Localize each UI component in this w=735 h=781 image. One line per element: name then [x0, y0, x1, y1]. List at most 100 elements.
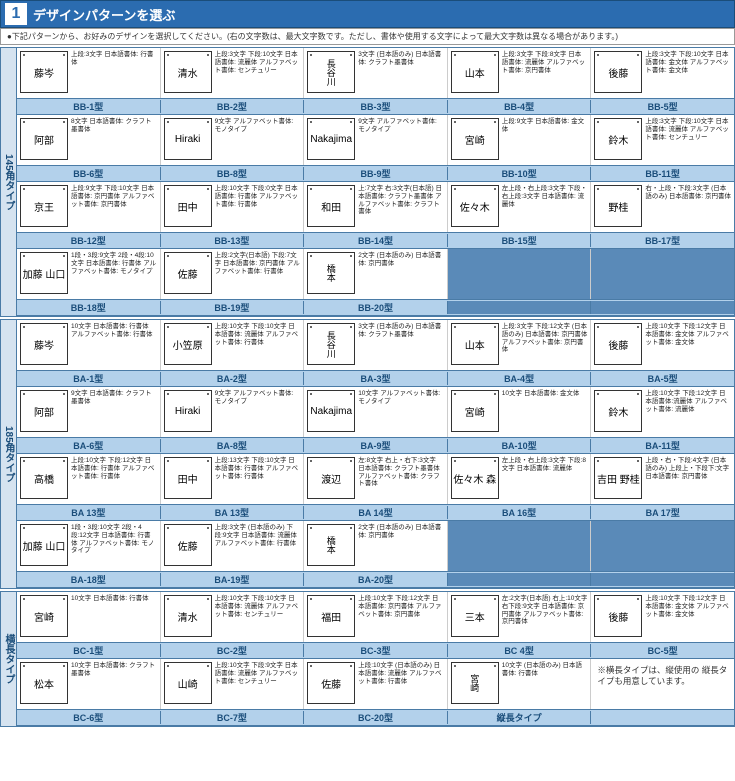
design-cell[interactable]: 佐藤上段:3文字 (日本語のみ) 下段:9文字 日本語書体: 流麗体 アルファベ…: [161, 521, 305, 571]
design-id-label: BA-9型: [304, 439, 448, 452]
design-id-label: BB-15型: [448, 234, 592, 247]
design-id-label: BB-1型: [17, 100, 161, 113]
note: ※横長タイプは、縦使用の 縦長タイプも用意しています。: [591, 659, 734, 693]
design-id-label: BC-5型: [591, 644, 734, 657]
design-cell[interactable]: 藤岑10文字 日本語書体: 行書体 アルファベット書体: 行書体: [17, 320, 161, 370]
design-cell[interactable]: 山崎上段:10文字 下段:9文字 日本語書体: 流麗体 アルファベット書体: セ…: [161, 659, 305, 709]
design-id-label: BC 4型: [448, 644, 592, 657]
design-cell[interactable]: [448, 249, 592, 299]
design-cell[interactable]: [591, 521, 734, 571]
design-cell[interactable]: 長谷川3文字 (日本語のみ) 日本語書体: クラフト墨書体: [304, 48, 448, 98]
design-spec: 上段:3文字 下段:12文字 (日本語のみ) 日本語書体: 京円書体 アルファベ…: [502, 323, 588, 367]
design-sample: 後藤: [594, 595, 642, 637]
design-id-label: BB-17型: [591, 234, 734, 247]
design-cell[interactable]: 鈴木上段:3文字 下段:10文字 日本語書体: 流麗体 アルファベット書体: セ…: [591, 115, 734, 165]
design-id-label: BC-1型: [17, 644, 161, 657]
design-cell[interactable]: 吉田 野桂上段・右・下段:4文字 (日本語のみ) 上段上・下段下:文字 日本語書…: [591, 454, 734, 504]
design-sample: Nakajima: [307, 390, 355, 432]
design-cell[interactable]: 田中上段:13文字 下段:10文字 日本語書体: 行書体 アルファベット書体: …: [161, 454, 305, 504]
design-cell[interactable]: 加藤 山口1段・3段:9文字 2段・4段:10文字 日本語書体: 行書体 アルフ…: [17, 249, 161, 299]
design-id-label: BA 16型: [448, 506, 592, 519]
design-cell[interactable]: 橋本2文字 (日本語のみ) 日本語書体: 京円書体: [304, 521, 448, 571]
design-cell[interactable]: 阿部8文字 日本語書体: クラフト墨書体: [17, 115, 161, 165]
design-sample: 吉田 野桂: [594, 457, 642, 499]
design-cell[interactable]: 宮崎10文字 (日本語のみ) 日本語書体: 行書体: [448, 659, 592, 709]
design-cell[interactable]: 佐々木 森左上段・右上段:3文字 下段:8文字 日本語書体: 流麗体: [448, 454, 592, 504]
design-cell[interactable]: 松本10文字 日本語書体: クラフト墨書体: [17, 659, 161, 709]
design-cell[interactable]: [591, 249, 734, 299]
design-sample: 清水: [164, 595, 212, 637]
design-spec: 2文字 (日本語のみ) 日本語書体: 京円書体: [358, 524, 444, 568]
design-cell[interactable]: 福田上段:10文字 下段:12文字 日本語書体: 京円書体 アルファベット書体:…: [304, 592, 448, 642]
design-sample: 佐々木 森: [451, 457, 499, 499]
design-sample: 山本: [451, 51, 499, 93]
design-cell[interactable]: 清水上段:3文字 下段:10文字 日本語書体: 流麗体 アルファベット書体: セ…: [161, 48, 305, 98]
design-cell[interactable]: 佐藤上段:2文字(日本語) 下段:7文字 日本語書体: 京円書体 アルファベット…: [161, 249, 305, 299]
design-id-label: BA-2型: [161, 372, 305, 385]
design-spec: 上:7文字 右:3文字(日本語) 日本語書体: クラフト墨書体 アルファベット書…: [358, 185, 444, 229]
design-cell[interactable]: 宮崎10文字 日本語書体: 行書体: [17, 592, 161, 642]
design-spec: 9文字 アルファベット書体: モノタイプ: [215, 390, 301, 434]
design-cell[interactable]: 田中上段:10文字 下段:0文字 日本語書体: 行書体 アルファベット書体: 行…: [161, 182, 305, 232]
design-id-label: [591, 301, 734, 314]
design-cell[interactable]: 佐藤上段:10文字 (日本語のみ) 日本語書体: 流麗体 アルファベット書体: …: [304, 659, 448, 709]
design-cell[interactable]: 後藤上段:3文字 下段:10文字 日本語書体: 金文体 アルファベット書体: 金…: [591, 48, 734, 98]
design-spec: 上段:13文字 下段:10文字 日本語書体: 行書体 アルファベット書体: 行書…: [215, 457, 301, 501]
design-cell[interactable]: 高橋上段:10文字 下段:12文字 日本語書体: 行書体 アルファベット書体: …: [17, 454, 161, 504]
design-cell[interactable]: 山本上段:3文字 下段:12文字 (日本語のみ) 日本語書体: 京円書体 アルフ…: [448, 320, 592, 370]
design-spec: 10文字 日本語書体: 行書体: [71, 595, 157, 639]
design-cell[interactable]: 橋本2文字 (日本語のみ) 日本語書体: 京円書体: [304, 249, 448, 299]
design-cell[interactable]: 三本左:2文字(日本語) 右上:10文字 右下段:9文字 日本語書体: 京円書体…: [448, 592, 592, 642]
step-number: 1: [5, 3, 27, 25]
design-cell[interactable]: Nakajima10文字 アルファベット書体: モノタイプ: [304, 387, 448, 437]
design-cell[interactable]: Hiraki9文字 アルファベット書体: モノタイプ: [161, 387, 305, 437]
design-cell[interactable]: Hiraki9文字 アルファベット書体: モノタイプ: [161, 115, 305, 165]
design-spec: 上段:10文字 下段:0文字 日本語書体: 行書体 アルファベット書体: 行書体: [215, 185, 301, 229]
design-sample: 野桂: [594, 185, 642, 227]
design-cell[interactable]: 後藤上段:10文字 下段:12文字 日本語書体: 金文体 アルファベット書体: …: [591, 320, 734, 370]
design-spec: 9文字 アルファベット書体: モノタイプ: [215, 118, 301, 162]
design-id-label: [591, 711, 734, 724]
design-cell[interactable]: [448, 521, 592, 571]
design-id-label: BA-18型: [17, 573, 161, 586]
design-sample: 佐々木: [451, 185, 499, 227]
design-cell[interactable]: 宮崎上段:9文字 日本語書体: 金文体: [448, 115, 592, 165]
design-sample: 山崎: [164, 662, 212, 704]
design-cell[interactable]: 渡辺左:8文字 右上・右下:3文字 日本語書体: クラフト墨書体 アルファベット…: [304, 454, 448, 504]
design-cell[interactable]: 阿部9文字 日本語書体: クラフト墨書体: [17, 387, 161, 437]
design-cell[interactable]: 鈴木上段:10文字 下段:12文字 日本語書体:流麗体 アルファベット書体: 流…: [591, 387, 734, 437]
design-spec: 上段:10文字 下段:10文字 日本語書体: 流麗体 アルファベット書体: セン…: [215, 595, 301, 639]
design-sample: 高橋: [20, 457, 68, 499]
design-cell[interactable]: 宮崎10文字 日本語書体: 金文体: [448, 387, 592, 437]
design-spec: 上段:3文字 下段:10文字 日本語書体: 流麗体 アルファベット書体: センチ…: [215, 51, 301, 95]
design-cell[interactable]: 清水上段:10文字 下段:10文字 日本語書体: 流麗体 アルファベット書体: …: [161, 592, 305, 642]
design-cell[interactable]: 和田上:7文字 右:3文字(日本語) 日本語書体: クラフト墨書体 アルファベッ…: [304, 182, 448, 232]
design-id-label: BC-6型: [17, 711, 161, 724]
design-id-label: BA 17型: [591, 506, 734, 519]
design-spec: 上段:3文字 日本語書体: 行書体: [71, 51, 157, 95]
design-sample: Hiraki: [164, 118, 212, 160]
design-spec: 左:2文字(日本語) 右上:10文字 右下段:9文字 日本語書体: 京円書体 ア…: [502, 595, 588, 639]
design-sample: 橋本: [307, 252, 355, 294]
design-cell[interactable]: 小笠原上段:10文字 下段:10文字 日本語書体: 流麗体 アルファベット書体:…: [161, 320, 305, 370]
design-id-label: BB-14型: [304, 234, 448, 247]
design-sample: 佐藤: [307, 662, 355, 704]
design-spec: 9文字 日本語書体: クラフト墨書体: [71, 390, 157, 434]
design-sample: 鈴木: [594, 390, 642, 432]
design-id-label: BC-3型: [304, 644, 448, 657]
design-spec: 上段:10文字 下段:10文字 日本語書体: 流麗体 アルファベット書体: 行書…: [215, 323, 301, 367]
design-sample: 佐藤: [164, 252, 212, 294]
design-cell[interactable]: Nakajima9文字 アルファベット書体: モノタイプ: [304, 115, 448, 165]
design-cell[interactable]: 佐々木左上段・右上段:3文字 下段・右上段:3文字 日本語書体: 流麗体: [448, 182, 592, 232]
design-cell[interactable]: 藤岑上段:3文字 日本語書体: 行書体: [17, 48, 161, 98]
design-spec: 上段:3文字 下段:10文字 日本語書体: 流麗体 アルファベット書体: センチ…: [645, 118, 731, 162]
design-cell[interactable]: 長谷川3文字 (日本語のみ) 日本語書体: クラフト墨書体: [304, 320, 448, 370]
section: 145角タイプ藤岑上段:3文字 日本語書体: 行書体清水上段:3文字 下段:10…: [0, 47, 735, 317]
design-cell[interactable]: 加藤 山口1段・3段:10文字 2段・4段:12文字 日本語書体: 行書体 アル…: [17, 521, 161, 571]
header-title: デザインパターンを選ぶ: [33, 5, 175, 24]
design-id-label: [448, 573, 592, 586]
design-cell[interactable]: 山本上段:3文字 下段:8文字 日本語書体: 流麗体 アルファベット書体: 京円…: [448, 48, 592, 98]
design-cell[interactable]: 後藤上段:10文字 下段:12文字 日本語書体: 金文体 アルファベット書体: …: [591, 592, 734, 642]
design-cell[interactable]: 野桂右・上段・下段:3文字 (日本語のみ) 日本語書体: 京円書体: [591, 182, 734, 232]
design-cell[interactable]: 京王上段:9文字 下段:10文字 日本語書体: 京円書体 アルファベット書体: …: [17, 182, 161, 232]
